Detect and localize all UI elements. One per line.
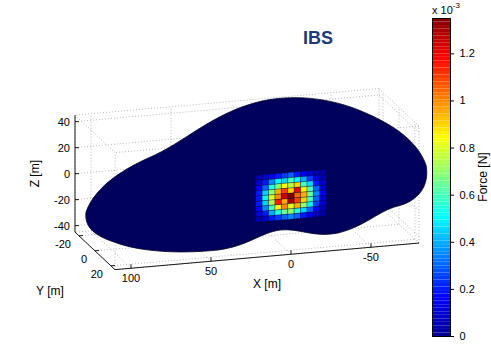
svg-text:20: 20 [91,268,103,280]
svg-text:1: 1 [460,94,466,106]
svg-text:40: 40 [58,116,70,128]
svg-text:0: 0 [64,168,70,180]
svg-text:0: 0 [460,330,466,342]
svg-text:0: 0 [288,258,294,270]
svg-text:-40: -40 [54,220,70,232]
svg-text:0.2: 0.2 [460,283,475,295]
svg-text:Force [N]: Force [N] [476,152,490,201]
svg-text:x 10-3: x 10-3 [432,1,460,16]
svg-text:X [m]: X [m] [253,277,281,291]
svg-text:-50: -50 [363,251,379,263]
svg-text:0: 0 [81,253,87,265]
svg-text:0.6: 0.6 [460,189,475,201]
svg-text:0.4: 0.4 [460,236,475,248]
svg-text:Z [m]: Z [m] [28,160,42,187]
svg-text:IBS: IBS [303,28,333,48]
svg-text:0.8: 0.8 [460,142,475,154]
svg-text:20: 20 [58,142,70,154]
svg-text:50: 50 [205,265,217,277]
svg-text:-20: -20 [55,238,71,250]
svg-text:Y [m]: Y [m] [36,284,64,298]
svg-text:100: 100 [122,272,140,284]
svg-text:-20: -20 [54,194,70,206]
svg-text:1.2: 1.2 [460,47,475,59]
